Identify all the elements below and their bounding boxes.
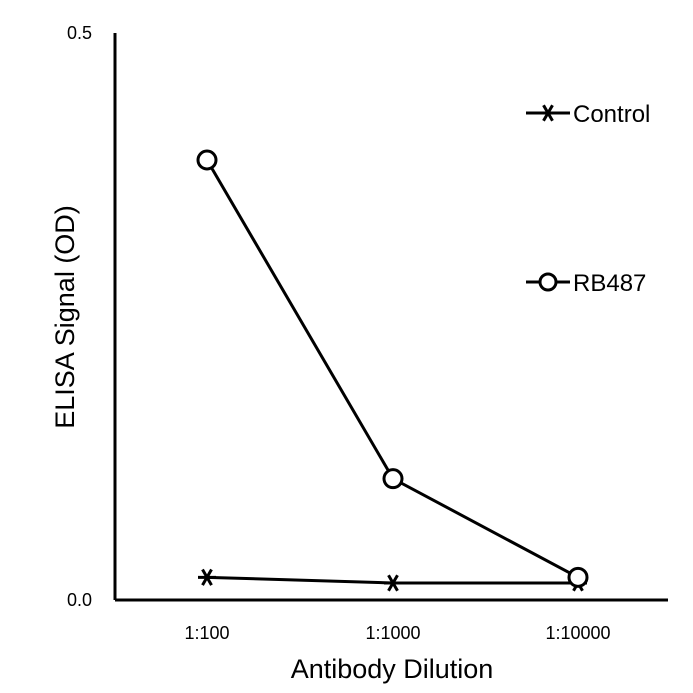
plot-series [196,149,589,592]
series-line-rb487 [205,159,579,579]
x-tick-labels: 1:100 1:1000 1:10000 [184,623,610,643]
legend-item-rb487: RB487 [526,270,646,297]
series-control [198,568,587,592]
y-tick-label: 0.0 [67,590,92,610]
data-point-rb487 [196,149,218,171]
data-point-control [384,574,402,592]
legend-label: RB487 [573,270,646,297]
legend-item-control: Control [526,101,650,128]
data-point-control [198,568,216,586]
legend-label: Control [573,101,650,128]
legend-marker [538,272,558,292]
legend-marker [539,104,557,122]
data-point-rb487 [567,566,589,588]
y-axis-title: ELISA Signal (OD) [50,205,80,429]
data-point-rb487 [382,468,404,490]
series-rb487 [196,149,589,588]
x-tick-label: 1:10000 [545,623,610,643]
x-axis-title: Antibody Dilution [291,654,494,684]
y-tick-labels: 0.0 0.5 [67,23,92,610]
y-tick-label: 0.5 [67,23,92,43]
legend: Control RB487 [526,101,650,297]
x-tick-label: 1:100 [184,623,229,643]
x-tick-label: 1:1000 [365,623,420,643]
